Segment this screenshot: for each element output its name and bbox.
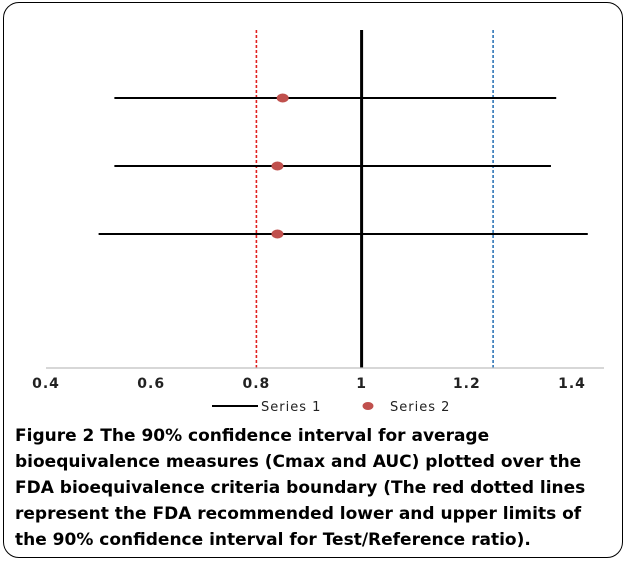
reference-lines: [255, 30, 494, 368]
caption-label: Figure 2: [15, 426, 95, 446]
interval-series: [98, 97, 588, 235]
x-tick-label-2: 0.6: [137, 376, 165, 392]
x-tick-label-6: 1.4: [558, 376, 586, 392]
x-tick-label-4: 1: [356, 376, 367, 392]
x-tick-label-1: 0.4: [32, 376, 60, 392]
caption-text: The 90% confidence interval for average …: [15, 426, 586, 550]
legend-series-2-swatch: [362, 402, 374, 410]
point-series: [271, 93, 289, 239]
point-estimate-2: [271, 161, 284, 171]
point-estimate-3: [271, 229, 284, 239]
figure-frame: [3, 2, 623, 558]
point-estimate-1: [276, 93, 289, 103]
legend-series-2-label: Series 2: [390, 400, 450, 415]
x-axis-ticks: 0.4 0.6 0.8 1 1.2 1.4: [32, 376, 586, 392]
legend: Series 1 Series 2: [212, 400, 450, 415]
chart: 0.4 0.6 0.8 1 1.2 1.4 Series 1 Series 2: [32, 30, 604, 415]
x-tick-label-3: 0.8: [242, 376, 270, 392]
legend-series-1-label: Series 1: [261, 400, 321, 415]
figure-caption: Figure 2 The 90% confidence interval for…: [15, 423, 615, 553]
x-tick-label-5: 1.2: [453, 376, 481, 392]
